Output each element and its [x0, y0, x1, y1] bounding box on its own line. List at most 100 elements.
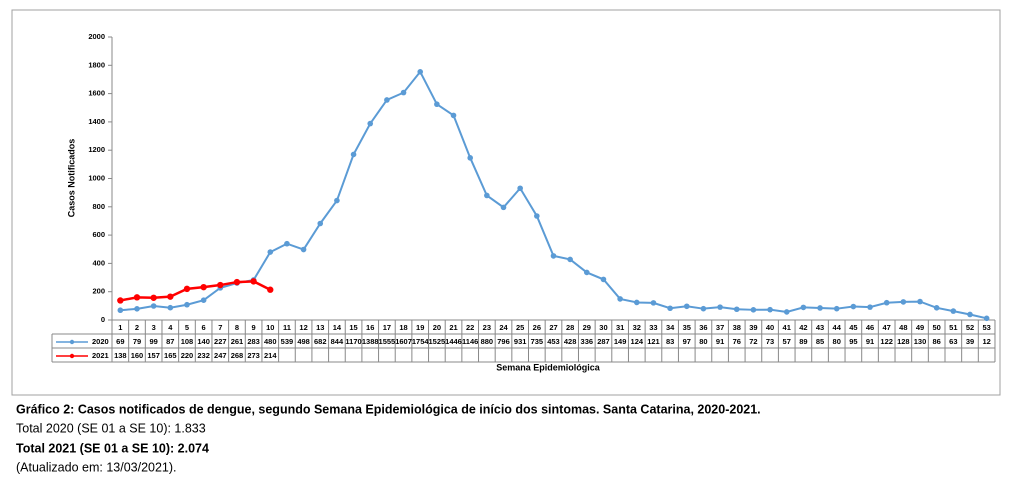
data-point — [267, 286, 274, 293]
x-tick-label: 10 — [266, 323, 274, 332]
x-tick-label: 46 — [866, 323, 874, 332]
x-tick-label: 7 — [218, 323, 222, 332]
table-value: 247 — [214, 351, 227, 360]
table-value: 63 — [949, 337, 957, 346]
y-axis-label: Casos Notificados — [66, 139, 76, 218]
data-point — [334, 197, 340, 204]
data-point — [134, 306, 140, 312]
x-tick-label: 52 — [966, 323, 974, 332]
data-point — [584, 269, 590, 276]
table-value: 160 — [131, 351, 144, 360]
x-tick-label: 8 — [235, 323, 239, 332]
x-tick-label: 3 — [152, 323, 156, 332]
table-value: 85 — [816, 337, 824, 346]
x-tick-label: 12 — [299, 323, 307, 332]
data-point — [900, 299, 907, 305]
table-value: 1388 — [362, 337, 379, 346]
data-point — [883, 299, 890, 306]
data-point — [767, 306, 773, 313]
x-tick-label: 36 — [699, 323, 707, 332]
caption-updated: (Atualizado em: 13/03/2021). — [16, 460, 177, 474]
x-tick-label: 37 — [716, 323, 724, 332]
x-tick-label: 33 — [649, 323, 657, 332]
table-value: 69 — [116, 337, 124, 346]
x-tick-label: 4 — [168, 323, 173, 332]
legend-label: 2020 — [92, 337, 109, 346]
table-value: 80 — [833, 337, 841, 346]
table-value: 140 — [197, 337, 210, 346]
data-point — [350, 151, 357, 158]
table-value: 428 — [564, 337, 577, 346]
x-tick-label: 38 — [733, 323, 741, 332]
y-tick-label: 1200 — [88, 145, 105, 154]
data-point — [650, 300, 657, 306]
x-tick-label: 30 — [599, 323, 607, 332]
table-value: 1525 — [429, 337, 446, 346]
y-tick-label: 1000 — [88, 173, 105, 182]
x-tick-label: 11 — [283, 323, 291, 332]
table-value: 1754 — [412, 337, 430, 346]
y-tick-label: 400 — [92, 258, 105, 267]
table-value: 122 — [880, 337, 893, 346]
data-point — [400, 89, 407, 96]
table-value: 124 — [631, 337, 644, 346]
legend-marker — [69, 339, 75, 345]
table-value: 880 — [481, 337, 494, 346]
table-value: 1607 — [395, 337, 412, 346]
table-value: 682 — [314, 337, 327, 346]
x-tick-label: 19 — [416, 323, 424, 332]
x-tick-label: 1 — [118, 323, 122, 332]
data-point — [783, 309, 790, 315]
data-point — [617, 296, 623, 302]
table-value: 1555 — [379, 337, 396, 346]
x-tick-label: 29 — [583, 323, 591, 332]
data-point — [200, 297, 207, 303]
x-tick-label: 50 — [932, 323, 940, 332]
data-point — [967, 311, 973, 318]
x-tick-label: 40 — [766, 323, 774, 332]
table-value: 108 — [181, 337, 194, 346]
y-tick-label: 1600 — [88, 89, 105, 98]
data-point — [384, 97, 390, 103]
table-value: 539 — [281, 337, 294, 346]
x-tick-label: 20 — [433, 323, 441, 332]
data-point — [567, 256, 573, 263]
caption-title: Gráfico 2: Casos notificados de dengue, … — [16, 402, 761, 416]
table-value: 735 — [531, 337, 544, 346]
data-point — [117, 307, 124, 314]
table-value: 232 — [197, 351, 210, 360]
data-point — [133, 294, 141, 301]
y-tick-label: 2000 — [88, 32, 105, 41]
x-tick-label: 41 — [783, 323, 791, 332]
data-point — [550, 253, 557, 259]
data-point — [667, 305, 673, 312]
data-point — [950, 308, 957, 314]
table-value: 149 — [614, 337, 627, 346]
table-value: 91 — [866, 337, 874, 346]
table-value: 165 — [164, 351, 177, 360]
x-tick-label: 15 — [349, 323, 357, 332]
table-value: 931 — [514, 337, 527, 346]
x-tick-label: 31 — [616, 323, 624, 332]
table-value: 128 — [897, 337, 910, 346]
x-tick-label: 43 — [816, 323, 824, 332]
data-point — [484, 192, 490, 199]
x-tick-label: 34 — [666, 323, 675, 332]
table-value: 87 — [166, 337, 174, 346]
table-value: 268 — [231, 351, 244, 360]
data-point — [750, 307, 757, 313]
data-point — [434, 101, 440, 108]
table-value: 91 — [716, 337, 724, 346]
x-tick-label: 21 — [449, 323, 457, 332]
table-value: 86 — [932, 337, 940, 346]
table-value: 73 — [766, 337, 774, 346]
y-tick-label: 200 — [92, 287, 105, 296]
caption-total-2020: Total 2020 (SE 01 a SE 10): 1.833 — [16, 421, 206, 435]
table-value: 283 — [247, 337, 260, 346]
table-value: 80 — [699, 337, 707, 346]
table-value: 39 — [966, 337, 974, 346]
x-tick-label: 22 — [466, 323, 474, 332]
x-tick-label: 5 — [185, 323, 189, 332]
table-value: 138 — [114, 351, 127, 360]
